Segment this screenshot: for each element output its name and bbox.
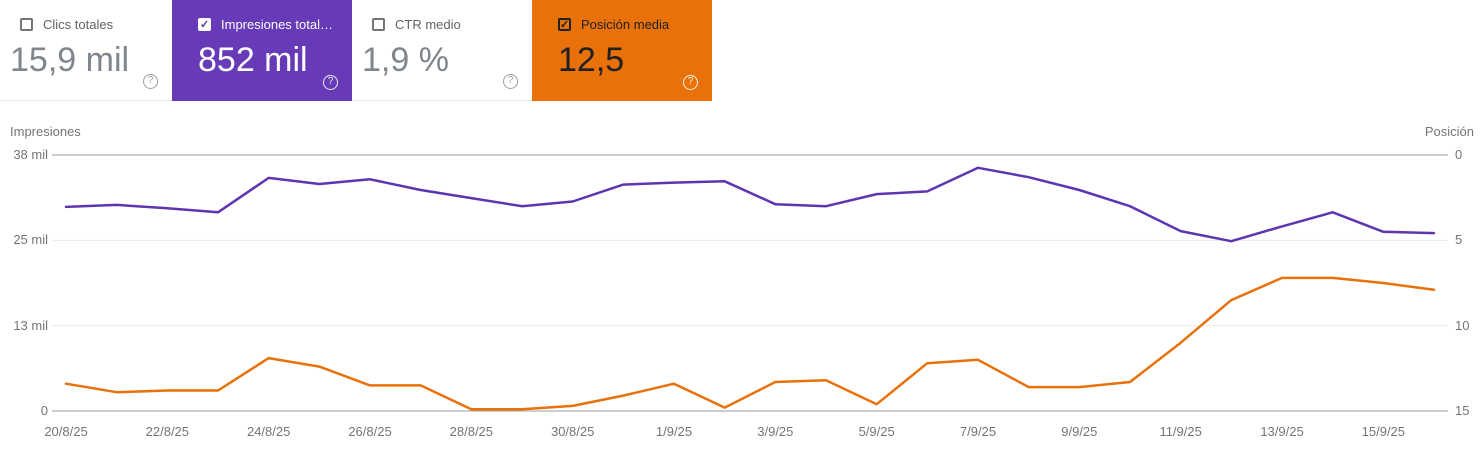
card-total-clicks-label: Clics totales <box>43 17 114 32</box>
x-axis-tick: 30/8/25 <box>550 424 595 439</box>
card-avg-ctr[interactable]: CTR medio 1,9 % ? <box>352 0 532 101</box>
help-icon[interactable]: ? <box>503 74 518 89</box>
metric-cards: Clics totales 15,9 mil ? ✓ Impresiones t… <box>0 0 712 101</box>
y-axis-tick-right: 15 <box>1455 403 1470 418</box>
left-axis-title: Impresiones <box>10 124 81 139</box>
checkbox-avg-position[interactable]: ✓ <box>558 18 571 31</box>
x-axis-tick: 5/9/25 <box>858 424 895 439</box>
x-axis-tick: 22/8/25 <box>145 424 190 439</box>
y-axis-tick-left: 0 <box>40 403 48 418</box>
y-axis-tick-right: 0 <box>1455 147 1463 162</box>
x-axis-tick: 24/8/25 <box>246 424 291 439</box>
card-total-impressions-label: Impresiones total… <box>221 17 333 32</box>
x-axis-tick: 11/9/25 <box>1159 424 1202 439</box>
x-axis-tick: 28/8/25 <box>449 424 494 439</box>
y-axis-tick-left: 13 mil <box>13 317 48 333</box>
card-avg-position-value: 12,5 <box>558 41 625 79</box>
x-axis-tick: 26/8/25 <box>348 424 392 439</box>
checkbox-avg-ctr[interactable] <box>372 18 385 31</box>
card-total-clicks[interactable]: Clics totales 15,9 mil ? <box>0 0 172 101</box>
right-axis-title: Posición <box>1424 124 1474 139</box>
help-icon[interactable]: ? <box>323 75 338 90</box>
card-total-impressions-value: 852 mil <box>198 41 308 79</box>
series-line-posición[interactable] <box>64 276 1436 411</box>
card-avg-position-label: Posición media <box>581 17 670 32</box>
x-axis-tick: 1/9/25 <box>655 424 693 439</box>
checkbox-total-clicks[interactable] <box>20 18 33 31</box>
help-icon[interactable]: ? <box>683 75 698 90</box>
x-axis-tick: 15/9/25 <box>1361 424 1406 439</box>
x-axis-tick: 20/8/25 <box>44 424 88 439</box>
card-avg-ctr-value: 1,9 % <box>362 41 449 79</box>
y-axis-tick-right: 5 <box>1455 232 1463 248</box>
y-axis-tick-left: 25 mil <box>13 232 48 248</box>
series-line-impresiones[interactable] <box>64 166 1436 243</box>
card-avg-position[interactable]: ✓ Posición media 12,5 ? <box>532 0 712 101</box>
checkbox-total-impressions[interactable]: ✓ <box>198 18 211 31</box>
help-icon[interactable]: ? <box>143 74 158 89</box>
x-axis-tick: 9/9/25 <box>1061 424 1098 439</box>
card-avg-ctr-label: CTR medio <box>395 17 461 32</box>
y-axis-tick-right: 10 <box>1455 317 1470 333</box>
y-axis-tick-left: 38 mil <box>13 147 48 162</box>
x-axis-tick: 3/9/25 <box>757 424 794 439</box>
card-total-clicks-value: 15,9 mil <box>10 41 130 79</box>
card-total-impressions[interactable]: ✓ Impresiones total… 852 mil ? <box>172 0 352 101</box>
x-axis-tick: 13/9/25 <box>1260 424 1304 439</box>
x-axis-tick: 7/9/25 <box>959 424 997 439</box>
